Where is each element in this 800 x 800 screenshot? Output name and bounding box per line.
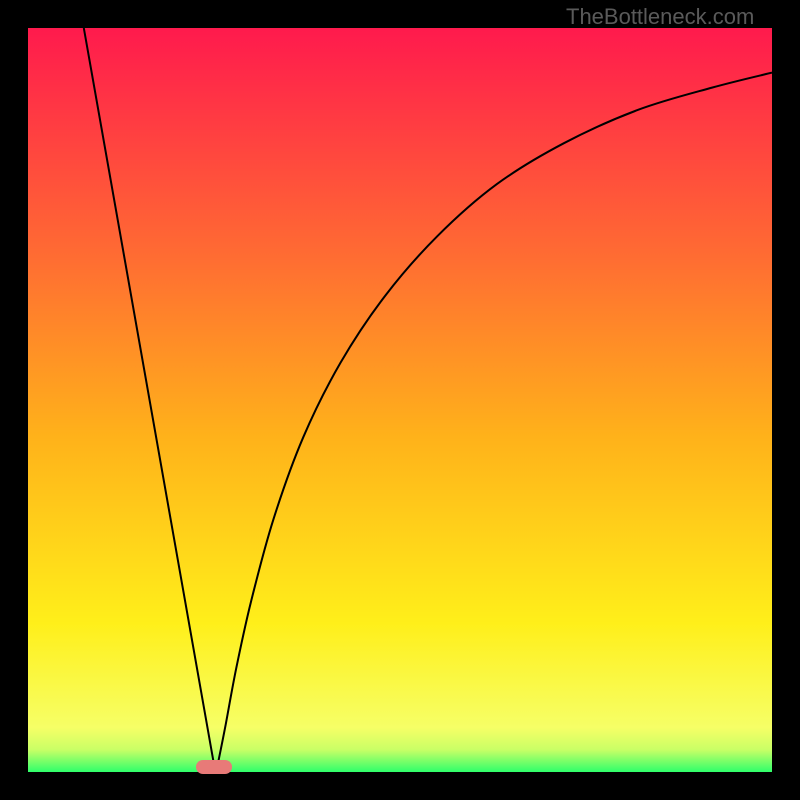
chart-plot-area	[28, 28, 772, 772]
chart-frame	[0, 0, 800, 800]
chart-curve	[28, 28, 772, 772]
watermark-label: TheBottleneck.com	[566, 4, 754, 30]
curve-path	[84, 28, 772, 765]
minimum-marker	[196, 760, 232, 774]
